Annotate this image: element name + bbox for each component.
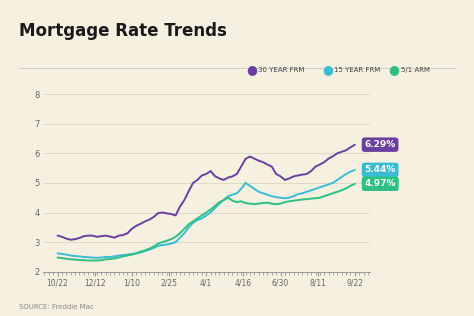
Text: 15 YEAR FRM: 15 YEAR FRM bbox=[334, 67, 381, 72]
Text: 4.97%: 4.97% bbox=[365, 179, 396, 188]
Text: 5.44%: 5.44% bbox=[365, 165, 396, 174]
Text: ●: ● bbox=[246, 63, 257, 76]
Text: SOURCE: Freddie Mac: SOURCE: Freddie Mac bbox=[19, 304, 94, 310]
Text: Mortgage Rate Trends: Mortgage Rate Trends bbox=[19, 22, 227, 40]
Text: ●: ● bbox=[389, 63, 400, 76]
Text: 30 YEAR FRM: 30 YEAR FRM bbox=[258, 67, 305, 72]
Text: 6.29%: 6.29% bbox=[365, 140, 396, 149]
Text: ●: ● bbox=[322, 63, 333, 76]
Text: 5/1 ARM: 5/1 ARM bbox=[401, 67, 429, 72]
